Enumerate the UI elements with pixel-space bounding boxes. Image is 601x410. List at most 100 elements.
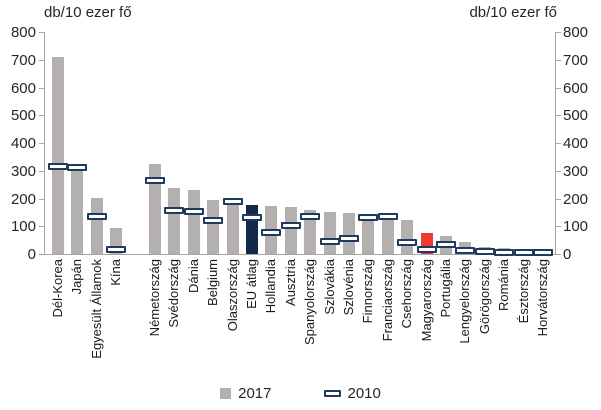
right-tick-label: 800 bbox=[563, 24, 589, 41]
marker-2010-románia bbox=[494, 248, 515, 256]
bar-finnország bbox=[362, 214, 375, 254]
marker-2010-horvátország bbox=[533, 249, 553, 257]
category-label-dánia: Dánia bbox=[185, 259, 201, 293]
marker-2010-belgium bbox=[203, 217, 224, 225]
right-tick-label: 0 bbox=[563, 246, 572, 263]
category-label-észtország: Észtország bbox=[515, 259, 531, 324]
bar-németország bbox=[149, 163, 161, 254]
category-label-németország: Németország bbox=[147, 259, 162, 337]
marker-2010-egyesült-államok bbox=[86, 213, 107, 221]
category-label-svédország: Svédország bbox=[166, 259, 182, 328]
left-tick-label: 500 bbox=[10, 107, 36, 125]
left-axis-title: db/10 ezer fő bbox=[44, 4, 132, 21]
bar-spanyolország bbox=[304, 209, 317, 254]
marker-2010-szlovénia bbox=[339, 234, 359, 242]
legend-item-2010: 2010 bbox=[323, 384, 381, 402]
marker-2010-hollandia bbox=[261, 228, 282, 236]
category-label-egyesült-államok: Egyesült Államok bbox=[88, 259, 104, 359]
marker-2010-japán bbox=[67, 164, 88, 172]
category-label-ausztria: Ausztria bbox=[282, 259, 298, 306]
legend-item-2017: 2017 bbox=[220, 384, 272, 402]
right-axis-tick bbox=[556, 170, 561, 172]
dash-marker-swatch bbox=[323, 389, 341, 397]
left-axis-tick bbox=[39, 254, 44, 255]
right-axis-tick bbox=[556, 115, 561, 117]
gray-bar-swatch bbox=[220, 387, 232, 399]
bar-belgium bbox=[207, 200, 220, 254]
left-tick-label: 200 bbox=[10, 190, 36, 208]
category-label-dél-korea: Dél-Korea bbox=[50, 259, 65, 318]
left-axis-tick bbox=[39, 170, 44, 172]
marker-2010-lengyelország bbox=[455, 247, 476, 255]
category-label-portugália: Portugália bbox=[438, 259, 453, 318]
bar-olaszország bbox=[226, 202, 239, 254]
category-label-magyarország: Magyarország bbox=[418, 259, 434, 342]
left-axis-tick bbox=[39, 32, 44, 33]
left-axis-tick bbox=[39, 115, 44, 117]
category-label-spanyolország: Spanyolország bbox=[302, 259, 318, 345]
bar-szlovákia bbox=[323, 212, 336, 254]
marker-2010-spanyolország bbox=[300, 212, 321, 220]
category-label-eu-átlag: EU átlag bbox=[244, 259, 259, 309]
marker-2010-kína bbox=[106, 245, 127, 253]
legend-label-2010: 2010 bbox=[347, 384, 381, 402]
right-axis-tick bbox=[556, 87, 561, 89]
marker-2010-görögország bbox=[474, 247, 495, 255]
bar-egyesült-államok bbox=[90, 197, 103, 254]
marker-2010-magyarország bbox=[416, 245, 437, 253]
right-tick-label: 500 bbox=[563, 107, 589, 125]
bar-eu-átlag bbox=[246, 204, 258, 254]
right-tick-label: 100 bbox=[563, 218, 589, 236]
right-axis-tick bbox=[556, 226, 561, 228]
marker-2010-németország bbox=[145, 176, 165, 184]
right-tick-label: 200 bbox=[563, 190, 589, 208]
category-label-belgium: Belgium bbox=[205, 259, 221, 306]
right-tick-label: 400 bbox=[563, 135, 589, 152]
marker-2010-franciaország bbox=[377, 212, 398, 220]
category-label-hollandia: Hollandia bbox=[263, 259, 279, 314]
marker-2010-finnország bbox=[358, 213, 379, 221]
bar-szlovénia bbox=[343, 213, 355, 254]
left-axis-tick bbox=[39, 226, 44, 228]
bottom-axis-line bbox=[44, 254, 556, 255]
marker-2010-szlovákia bbox=[319, 237, 340, 245]
left-tick-label: 100 bbox=[10, 218, 36, 236]
marker-2010-dél-korea bbox=[48, 163, 68, 171]
marker-2010-eu-átlag bbox=[242, 213, 262, 221]
category-label-románia: Románia bbox=[496, 259, 512, 312]
category-label-finnország: Finnország bbox=[360, 259, 376, 324]
marker-2010-ausztria bbox=[280, 222, 301, 230]
legend: 2017 2010 bbox=[0, 382, 601, 404]
marker-2010-portugália bbox=[436, 240, 456, 248]
right-tick-label: 600 bbox=[563, 79, 589, 97]
bar-franciaország bbox=[381, 217, 394, 254]
right-axis-tick bbox=[556, 32, 561, 33]
category-label-kína: Kína bbox=[108, 259, 124, 286]
category-label-japán: Japán bbox=[69, 259, 85, 295]
category-label-franciaország: Franciaország bbox=[379, 259, 395, 342]
right-axis-tick bbox=[556, 143, 561, 144]
left-tick-label: 0 bbox=[27, 246, 36, 263]
marker-2010-észtország bbox=[513, 249, 534, 257]
legend-label-2017: 2017 bbox=[238, 384, 272, 402]
category-label-görögország: Görögország bbox=[476, 259, 492, 335]
left-axis-tick bbox=[39, 198, 44, 200]
right-tick-label: 300 bbox=[563, 162, 589, 180]
right-axis-tick bbox=[556, 59, 561, 61]
marker-2010-csehország bbox=[397, 239, 418, 247]
bar-dánia bbox=[187, 190, 200, 254]
marker-2010-dánia bbox=[183, 208, 204, 216]
right-axis-tick bbox=[556, 198, 561, 200]
left-axis-tick bbox=[39, 59, 44, 61]
bar-japán bbox=[71, 169, 84, 254]
left-axis-line bbox=[44, 32, 45, 254]
category-label-horvátország: Horvátország bbox=[535, 259, 550, 337]
bar-csehország bbox=[401, 220, 414, 254]
right-axis-title: db/10 ezer fő bbox=[469, 4, 557, 21]
left-axis-tick bbox=[39, 143, 44, 144]
category-label-csehország: Csehország bbox=[399, 259, 415, 329]
left-tick-label: 400 bbox=[10, 135, 36, 152]
left-tick-label: 300 bbox=[10, 162, 36, 180]
bar-dél-korea bbox=[52, 56, 64, 254]
